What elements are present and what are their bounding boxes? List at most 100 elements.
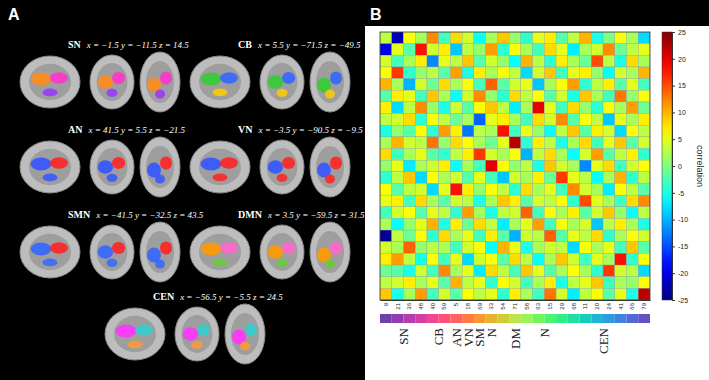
brain-view [190, 56, 250, 108]
heatmap-cell [509, 160, 521, 172]
heatmap-cell [392, 125, 404, 137]
x-tick-label: 69 [477, 302, 483, 309]
group-label: CEN [596, 327, 611, 354]
heatmap-cell [509, 265, 521, 277]
heatmap-cell [533, 55, 545, 67]
heatmap-cell [474, 195, 486, 207]
heatmap-cell [474, 172, 486, 184]
heatmap-cell [439, 44, 451, 56]
heatmap-cell [556, 114, 568, 126]
activation-blob [240, 342, 250, 351]
heatmap-cell [615, 102, 627, 114]
heatmap-cell [615, 44, 627, 56]
heatmap-cell [544, 218, 556, 230]
heatmap-cell [474, 114, 486, 126]
network-coords: x = −41.5 y = −32.5 z = 43.5 [95, 210, 204, 220]
heatmap-cell [580, 195, 592, 207]
heatmap-cell [486, 44, 498, 56]
component-swatch [415, 314, 427, 323]
heatmap-cell [403, 125, 415, 137]
heatmap-cell [627, 265, 639, 277]
heatmap-cell [533, 160, 545, 172]
heatmap-cell [450, 218, 462, 230]
heatmap-cell [415, 149, 427, 161]
heatmap-cell [615, 195, 627, 207]
heatmap-cell [580, 253, 592, 265]
heatmap-cell [638, 195, 650, 207]
heatmap-cell [556, 288, 568, 300]
heatmap-cell [603, 172, 615, 184]
brain-inner [182, 315, 213, 353]
x-tick-label: 20 [594, 302, 600, 309]
heatmap-cell [403, 195, 415, 207]
heatmap-cell [392, 195, 404, 207]
heatmap-cell [533, 44, 545, 56]
heatmap-cell [509, 79, 521, 91]
heatmap-cell [591, 102, 603, 114]
heatmap-cell [462, 149, 474, 161]
heatmap-cell [627, 277, 639, 289]
activation-blob [116, 325, 137, 338]
heatmap-cell [439, 230, 451, 242]
network-coords: x = −1.5 y = −11.5 z = 14.5 [86, 40, 189, 50]
heatmap-cell [509, 218, 521, 230]
heatmap-cell [450, 149, 462, 161]
heatmap-cell [638, 67, 650, 79]
colorbar-tick: -25 [672, 297, 688, 304]
heatmap-cell [568, 102, 580, 114]
heatmap-cell [544, 230, 556, 242]
heatmap-cell [486, 125, 498, 137]
heatmap-cell [509, 207, 521, 219]
component-swatch [580, 314, 592, 323]
heatmap-cell [486, 172, 498, 184]
brain-view [190, 141, 250, 193]
brain-view [140, 52, 180, 112]
heatmap-cell [580, 242, 592, 254]
activation-blob [282, 157, 295, 169]
heatmap-cell [591, 125, 603, 137]
heatmap-cell [627, 230, 639, 242]
heatmap-cell [462, 172, 474, 184]
heatmap-cell [556, 32, 568, 44]
activation-blob [31, 243, 52, 256]
heatmap-cell [580, 172, 592, 184]
heatmap-cell [474, 125, 486, 137]
heatmap-cell [627, 218, 639, 230]
component-swatch [392, 314, 404, 323]
heatmap-cell [556, 183, 568, 195]
heatmap-cell [627, 172, 639, 184]
heatmap-cell [509, 114, 521, 126]
x-tick: 36 [406, 300, 412, 310]
heatmap-cell [462, 195, 474, 207]
heatmap-cell [627, 79, 639, 91]
heatmap-cell [415, 265, 427, 277]
heatmap-cell [439, 253, 451, 265]
heatmap-cell [580, 44, 592, 56]
group-label: SN [396, 327, 411, 344]
brain-view [225, 304, 265, 364]
heatmap-cell [439, 183, 451, 195]
heatmap-cell [450, 137, 462, 149]
activation-blob [50, 242, 68, 253]
heatmap-cell [521, 79, 533, 91]
heatmap-cell [450, 195, 462, 207]
colorbar-tick: 0 [672, 163, 682, 170]
activation-blob [213, 174, 228, 182]
network-name: CB [238, 39, 252, 50]
heatmap-cell [627, 253, 639, 265]
heatmap-cell [533, 114, 545, 126]
activation-blob [213, 259, 228, 267]
heatmap-cell [615, 207, 627, 219]
heatmap-cell [603, 265, 615, 277]
heatmap-cell [591, 90, 603, 102]
heatmap-cell [486, 288, 498, 300]
brain-view [20, 226, 80, 278]
colorbar-tick: -15 [672, 243, 688, 250]
x-tick: 20 [594, 300, 600, 310]
colorbar-tick: -10 [672, 216, 688, 223]
heatmap-cell [486, 207, 498, 219]
heatmap-cell [568, 114, 580, 126]
heatmap-cell [450, 253, 462, 265]
brain-inner [146, 231, 174, 273]
heatmap-cell [533, 172, 545, 184]
